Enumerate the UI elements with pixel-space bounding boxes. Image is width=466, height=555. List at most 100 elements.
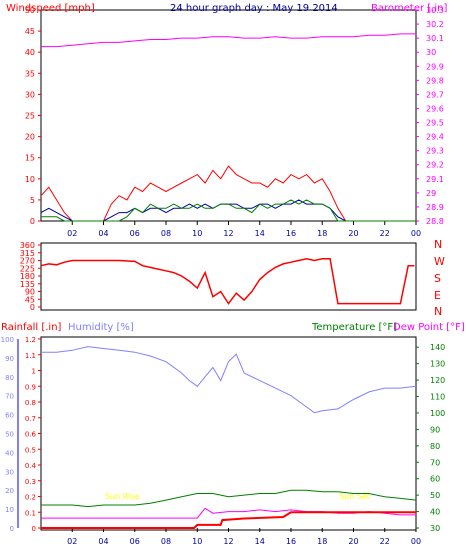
wind-tick-label: 0 xyxy=(30,217,35,226)
wind-x-tick-label: 22 xyxy=(380,229,390,238)
climate-x-tick-label: 16 xyxy=(286,537,296,546)
chart-marks: 0510152025303540455028.828.92929.129.229… xyxy=(1,6,446,546)
wind-tick-label: 20 xyxy=(25,133,35,142)
climate-x-tick-label: 20 xyxy=(348,537,358,546)
temperature-tick-label: 100 xyxy=(430,409,445,418)
wind-x-tick-label: 00 xyxy=(411,229,421,238)
barometer-tick-label: 28.8 xyxy=(426,217,444,226)
wind-x-tick-label: 06 xyxy=(130,229,140,238)
climate-x-tick-label: 04 xyxy=(98,537,108,546)
barometer-tick-label: 29.3 xyxy=(426,147,444,156)
wind-x-tick-label: 20 xyxy=(348,229,358,238)
barometer-tick-label: 29.8 xyxy=(426,76,444,85)
rain-tick-label: 0.3 xyxy=(25,478,36,486)
wind-x-tick-label: 08 xyxy=(161,229,171,238)
temperature-tick-label: 60 xyxy=(430,475,440,484)
temperature-tick-label: 40 xyxy=(430,508,440,517)
wind-tick-label: 45 xyxy=(25,27,35,36)
dewpoint-axis-label: Dew Point [°F] xyxy=(393,322,465,333)
graph-title: 24 hour graph day : May 19 2014 xyxy=(170,3,338,14)
temperature-axis-label: Temperature [°F] xyxy=(311,322,397,333)
rainfall-axis-label: Rainfall [.in] xyxy=(1,322,62,333)
barometer-axis-label: Barometer [.in] xyxy=(371,3,447,14)
temperature-tick-label: 50 xyxy=(430,491,440,500)
humidity-tick-label: 90 xyxy=(5,355,14,363)
wind-x-tick-label: 12 xyxy=(223,229,233,238)
temperature-tick-label: 120 xyxy=(430,376,445,385)
humidity-series xyxy=(41,346,417,414)
direction-tick-label: 270 xyxy=(20,257,35,266)
rain-tick-label: 0.5 xyxy=(25,446,36,454)
temperature-tick-label: 80 xyxy=(430,442,440,451)
climate-x-tick-label: 02 xyxy=(67,537,77,546)
humidity-tick-label: 0 xyxy=(10,525,14,533)
wind-tick-label: 15 xyxy=(25,154,35,163)
temperature-tick-label: 140 xyxy=(430,343,445,352)
barometer-tick-label: 30.1 xyxy=(426,34,444,43)
humidity-tick-label: 70 xyxy=(5,393,14,401)
wind-tick-label: 30 xyxy=(25,90,35,99)
compass-label-e: E xyxy=(434,289,441,302)
wind-direction-series xyxy=(40,258,415,305)
rain-tick-label: 1.1 xyxy=(25,352,36,360)
humidity-tick-label: 10 xyxy=(5,506,14,514)
humidity-tick-label: 100 xyxy=(1,336,14,344)
direction-tick-label: 0 xyxy=(30,303,35,312)
rain-tick-label: 0.8 xyxy=(25,399,36,407)
rain-tick-label: 0.6 xyxy=(25,431,37,439)
climate-x-tick-label: 22 xyxy=(380,537,390,546)
barometer-tick-label: 30.3 xyxy=(426,6,444,15)
wind-speed-series xyxy=(41,199,416,222)
wind-tick-label: 50 xyxy=(25,6,35,15)
wind-x-tick-label: 10 xyxy=(192,229,202,238)
wind-x-tick-label: 04 xyxy=(98,229,108,238)
wind-x-tick-label: 02 xyxy=(67,229,77,238)
temperature-tick-label: 110 xyxy=(430,393,445,402)
windspeed-axis-label: Windspeed [mph] xyxy=(6,3,95,14)
barometer-tick-label: 30.2 xyxy=(426,20,444,29)
wind-x-tick-label: 16 xyxy=(286,229,296,238)
rain-tick-label: 0.9 xyxy=(25,383,36,391)
wind-tick-label: 5 xyxy=(30,196,35,205)
sunrise-label: Sun Rise xyxy=(105,492,140,501)
direction-tick-label: 180 xyxy=(20,272,35,281)
compass-label-n-bottom: N xyxy=(434,305,442,318)
barometer-tick-label: 29.6 xyxy=(426,104,444,113)
climate-x-tick-label: 00 xyxy=(411,537,421,546)
compass-label-w: W xyxy=(434,255,445,268)
barometer-series xyxy=(41,33,416,48)
humidity-tick-label: 40 xyxy=(5,449,14,457)
temperature-tick-label: 70 xyxy=(430,458,440,467)
climate-x-tick-label: 06 xyxy=(130,537,140,546)
rain-tick-label: 0.1 xyxy=(25,509,36,517)
rain-tick-label: 1.2 xyxy=(25,336,36,344)
barometer-tick-label: 29.9 xyxy=(426,62,444,71)
temperature-tick-label: 130 xyxy=(430,360,445,369)
direction-tick-label: 90 xyxy=(25,288,35,297)
humidity-tick-label: 60 xyxy=(5,412,14,420)
humidity-tick-label: 50 xyxy=(5,431,14,439)
temperature-tick-label: 30 xyxy=(430,524,440,533)
barometer-tick-label: 29.7 xyxy=(426,90,444,99)
barometer-tick-label: 29.4 xyxy=(426,133,444,142)
rain-tick-label: 0 xyxy=(32,525,36,533)
humidity-tick-label: 30 xyxy=(5,468,14,476)
barometer-tick-label: 30 xyxy=(426,48,436,57)
rain-tick-label: 1 xyxy=(32,368,36,376)
rain-tick-label: 0.2 xyxy=(25,494,36,502)
wind-tick-label: 35 xyxy=(25,69,35,78)
barometer-tick-label: 29.1 xyxy=(426,175,444,184)
wind-tick-label: 40 xyxy=(25,48,35,57)
humidity-tick-label: 20 xyxy=(5,487,14,495)
humidity-tick-label: 80 xyxy=(5,374,14,382)
rainfall-series xyxy=(41,511,416,529)
wind-x-tick-label: 14 xyxy=(255,229,265,238)
climate-x-tick-label: 08 xyxy=(161,537,171,546)
temperature-tick-label: 90 xyxy=(430,425,440,434)
compass-label-n-top: N xyxy=(434,238,442,251)
direction-tick-label: 315 xyxy=(20,249,35,258)
wind-x-tick-label: 18 xyxy=(317,229,327,238)
climate-x-tick-label: 12 xyxy=(223,537,233,546)
barometer-tick-label: 29.5 xyxy=(426,119,444,128)
